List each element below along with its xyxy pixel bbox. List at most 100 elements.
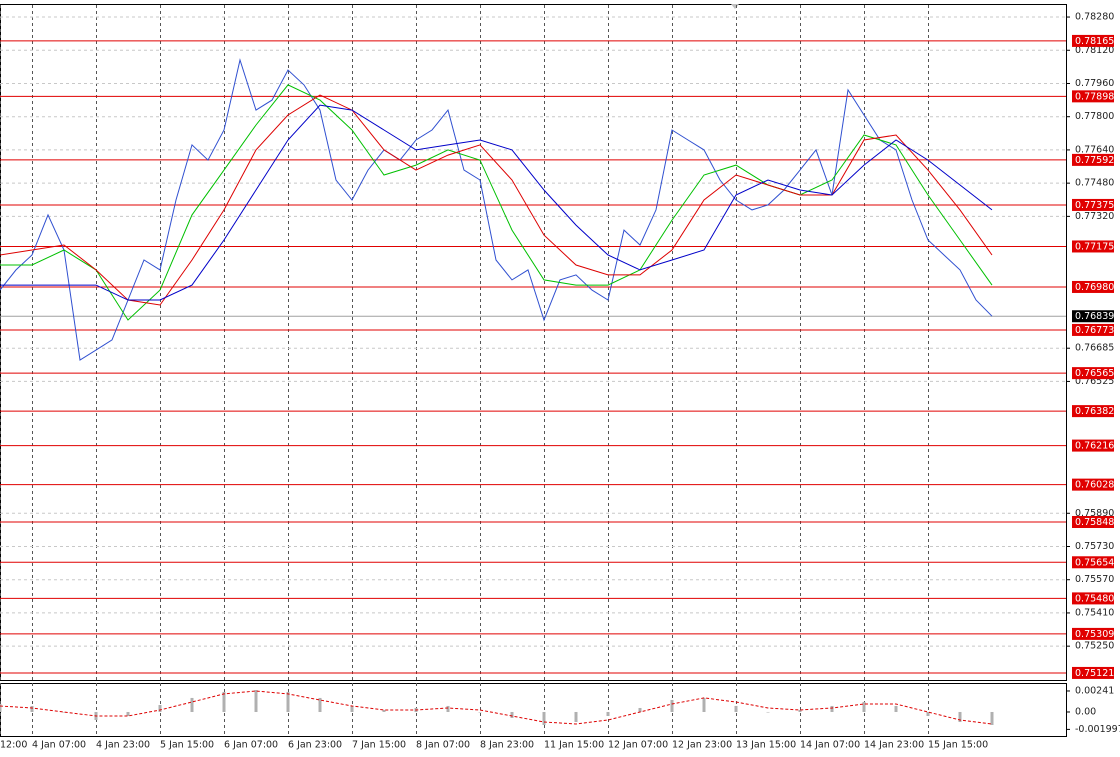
oscillator-bar: [382, 709, 386, 712]
level-label-box: [1072, 556, 1114, 569]
level-label: 0.77898: [1075, 91, 1114, 102]
level-label-box: [1072, 34, 1114, 47]
level-label: 0.76216: [1075, 441, 1114, 452]
level-label-box: [1072, 240, 1114, 253]
y-tick-label: 0.76685: [1075, 343, 1114, 354]
level-label-box: [1072, 367, 1114, 380]
oscillator-bar: [990, 711, 994, 725]
x-tick-label: 13 Jan 15:00: [736, 740, 796, 751]
y-tick-label: 0.75570: [1075, 574, 1114, 585]
oscillator-bar: [0, 703, 2, 712]
x-tick-label: 15 Jan 15:00: [928, 740, 988, 751]
oscillator-bar: [862, 701, 866, 712]
x-tick-label: 4 Jan 23:00: [96, 740, 150, 751]
x-tick-label: 12 Jan 23:00: [672, 740, 732, 751]
oscillator-bar: [158, 705, 162, 712]
level-label-box: [1072, 439, 1114, 452]
oscillator-bar: [606, 711, 610, 716]
oscillator-bar: [894, 705, 898, 712]
y-tick-label: 0.77960: [1075, 78, 1114, 89]
y-tick-label: 0.75730: [1075, 541, 1114, 552]
x-tick-label: 14 Jan 23:00: [864, 740, 924, 751]
oscillator-bar: [574, 711, 578, 723]
last-price-label: 0.76839: [1075, 311, 1114, 322]
oscillator-bar: [958, 711, 962, 723]
level-label: 0.78165: [1075, 36, 1114, 47]
level-label: 0.76028: [1075, 480, 1114, 491]
oscillator-bar: [926, 711, 930, 716]
y-tick-label: -0.001997: [1075, 724, 1120, 735]
x-tick-label: 11 Jan 15:00: [544, 740, 604, 751]
level-label: 0.76980: [1075, 282, 1114, 293]
last-price-box: [1072, 310, 1114, 323]
y-tick-label: 0.77320: [1075, 211, 1114, 222]
oscillator-bar: [126, 711, 130, 716]
y-tick-label: 0.77800: [1075, 111, 1114, 122]
x-tick-label: 6 Jan 23:00: [288, 740, 342, 751]
oscillator-bar: [510, 711, 514, 718]
oscillator-bar: [798, 709, 802, 712]
level-label: 0.75654: [1075, 557, 1114, 568]
x-tick-label: 5 Jan 15:00: [160, 740, 214, 751]
oscillator-bar: [638, 707, 642, 712]
y-tick-label: 0.77480: [1075, 178, 1114, 189]
level-label-box: [1072, 280, 1114, 293]
oscillator-bar: [766, 711, 770, 713]
level-label: 0.76382: [1075, 406, 1114, 417]
oscillator-bar: [542, 711, 546, 725]
level-label: 0.75848: [1075, 517, 1114, 528]
price-line: [0, 58, 993, 361]
level-label-box: [1072, 323, 1114, 336]
level-label: 0.76773: [1075, 325, 1114, 336]
oscillator-bar: [62, 711, 66, 713]
level-label-box: [1072, 592, 1114, 605]
oscillator-bar: [30, 705, 34, 712]
oscillator-bar: [830, 705, 834, 712]
oscillator-bar: [478, 711, 482, 713]
y-tick-label: 0.75410: [1075, 607, 1114, 618]
moving-average: [0, 104, 993, 301]
level-label: 0.75480: [1075, 593, 1114, 604]
y-tick-label: 0.75250: [1075, 641, 1114, 652]
level-label: 0.76565: [1075, 368, 1114, 379]
y-tick-label: 0.78120: [1075, 45, 1114, 56]
level-label-box: [1072, 666, 1114, 679]
level-label-box: [1072, 90, 1114, 103]
level-label: 0.75309: [1075, 629, 1114, 640]
oscillator-bar: [670, 699, 674, 712]
level-label: 0.75121: [1075, 668, 1114, 679]
oscillator-bar: [702, 697, 706, 712]
oscillator-bar: [254, 690, 258, 712]
y-tick-label: 0.00: [1075, 706, 1096, 717]
x-tick-label: 4 Jan 07:00: [32, 740, 86, 751]
level-label-box: [1072, 153, 1114, 166]
level-label: 0.77375: [1075, 200, 1114, 211]
x-tick-label: 6 Jan 07:00: [224, 740, 278, 751]
level-label-box: [1072, 405, 1114, 418]
signal-line: [0, 690, 993, 725]
x-tick-label: 14 Jan 07:00: [800, 740, 860, 751]
y-tick-label: 0.00241: [1075, 685, 1114, 696]
oscillator-bar: [350, 705, 354, 712]
y-tick-label: 0.78280: [1075, 12, 1114, 23]
moving-average: [0, 84, 993, 321]
x-tick-label: 12:00: [0, 740, 27, 751]
level-label-box: [1072, 198, 1114, 211]
x-tick-label: 8 Jan 23:00: [480, 740, 534, 751]
level-label: 0.77175: [1075, 241, 1114, 252]
y-tick-label: 0.76525: [1075, 376, 1114, 387]
y-tick-label: 0.77640: [1075, 144, 1114, 155]
level-label-box: [1072, 515, 1114, 528]
level-label-box: [1072, 478, 1114, 491]
x-tick-label: 7 Jan 15:00: [352, 740, 406, 751]
x-tick-label: 12 Jan 07:00: [608, 740, 668, 751]
x-tick-label: 8 Jan 07:00: [416, 740, 470, 751]
oscillator-bar: [222, 691, 226, 712]
oscillator-bar: [190, 697, 194, 712]
oscillator-bar: [446, 705, 450, 712]
oscillator-bar: [286, 691, 290, 712]
oscillator-bar: [734, 705, 738, 712]
oscillator-bar: [318, 697, 322, 712]
